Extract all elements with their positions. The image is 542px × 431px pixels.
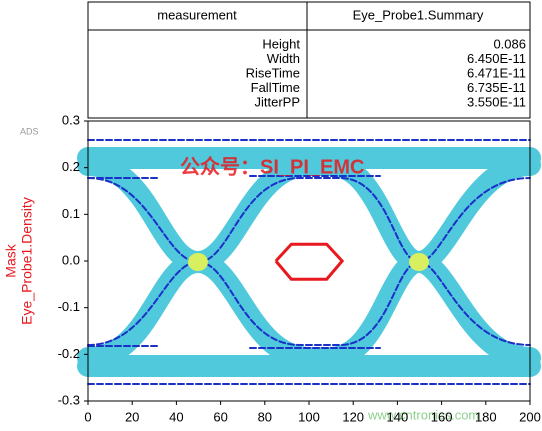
row-value: 6.471E-11 — [467, 65, 526, 80]
y-tick-label: -0.2 — [58, 346, 80, 361]
y-tick-label: -0.1 — [58, 299, 80, 314]
row-label: RiseTime — [246, 65, 300, 80]
legend-label: Mask — [3, 243, 19, 277]
x-tick-label: 140 — [387, 409, 409, 424]
row-label: Height — [262, 36, 300, 51]
row-value: 3.550E-11 — [467, 94, 526, 109]
y-tick-label: 0.0 — [62, 252, 80, 267]
x-tick-label: 0 — [84, 409, 91, 424]
x-tick-label: 40 — [169, 409, 183, 424]
table-frame — [87, 1, 531, 119]
x-tick-label: 160 — [431, 409, 453, 424]
x-tick-label: 120 — [342, 409, 364, 424]
x-tick-label: 20 — [125, 409, 139, 424]
x-tick-label: 200 — [519, 409, 541, 424]
eye-edge — [87, 177, 531, 346]
row-value: 6.735E-11 — [467, 80, 526, 95]
eye-density — [77, 132, 541, 394]
eye-edge — [87, 139, 531, 385]
eye-edges — [87, 139, 531, 385]
row-label: FallTime — [251, 80, 300, 95]
x-tick-label: 80 — [258, 409, 272, 424]
y-tick-label: 0.2 — [62, 159, 80, 174]
y-tick-label: -0.3 — [58, 392, 80, 407]
table-header: measurement — [157, 7, 237, 22]
eye-edge — [87, 177, 531, 346]
summary-table: measurement Eye_Probe1.Summary Height 0.0… — [87, 1, 531, 119]
eye-cross — [188, 253, 208, 271]
eye-cross — [409, 253, 429, 271]
x-tick-label: 60 — [213, 409, 227, 424]
row-value: 6.450E-11 — [467, 51, 526, 66]
y-tick-label: 0.3 — [62, 112, 80, 127]
logo: ADS — [20, 126, 39, 136]
y-axis-label: Eye_Probe1.Density — [19, 197, 35, 325]
row-label: Width — [267, 51, 300, 66]
watermark: 公众号：SI_PI_EMC — [180, 155, 364, 178]
y-tick-label: 0.1 — [62, 206, 80, 221]
x-tick-label: 100 — [298, 409, 320, 424]
x-tick-label: 180 — [475, 409, 497, 424]
mask-line — [274, 242, 345, 281]
row-value: 0.086 — [493, 36, 526, 51]
table-header: Eye_Probe1.Summary — [353, 7, 484, 22]
site-watermark: www.cntronics.com — [367, 407, 479, 422]
row-label: JitterPP — [254, 94, 300, 109]
